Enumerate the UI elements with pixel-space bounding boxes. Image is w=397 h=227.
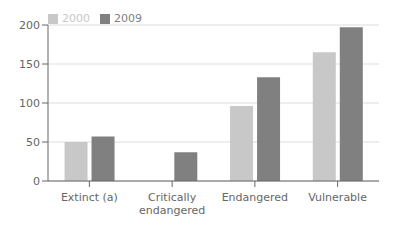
svg-text:Endangered: Endangered [222, 191, 288, 204]
svg-text:Vulnerable: Vulnerable [308, 191, 367, 204]
svg-text:150: 150 [19, 58, 40, 71]
svg-text:0: 0 [33, 175, 40, 188]
svg-text:50: 50 [26, 136, 40, 149]
html-text:2009: 2009 [114, 12, 142, 25]
svg-text:Criticallyendangered: Criticallyendangered [139, 191, 205, 217]
svg-text:Extinct (a): Extinct (a) [61, 191, 118, 204]
svg-text:100: 100 [19, 97, 40, 110]
svg-text:200: 200 [19, 19, 40, 32]
html-text:2000: 2000 [62, 12, 90, 25]
